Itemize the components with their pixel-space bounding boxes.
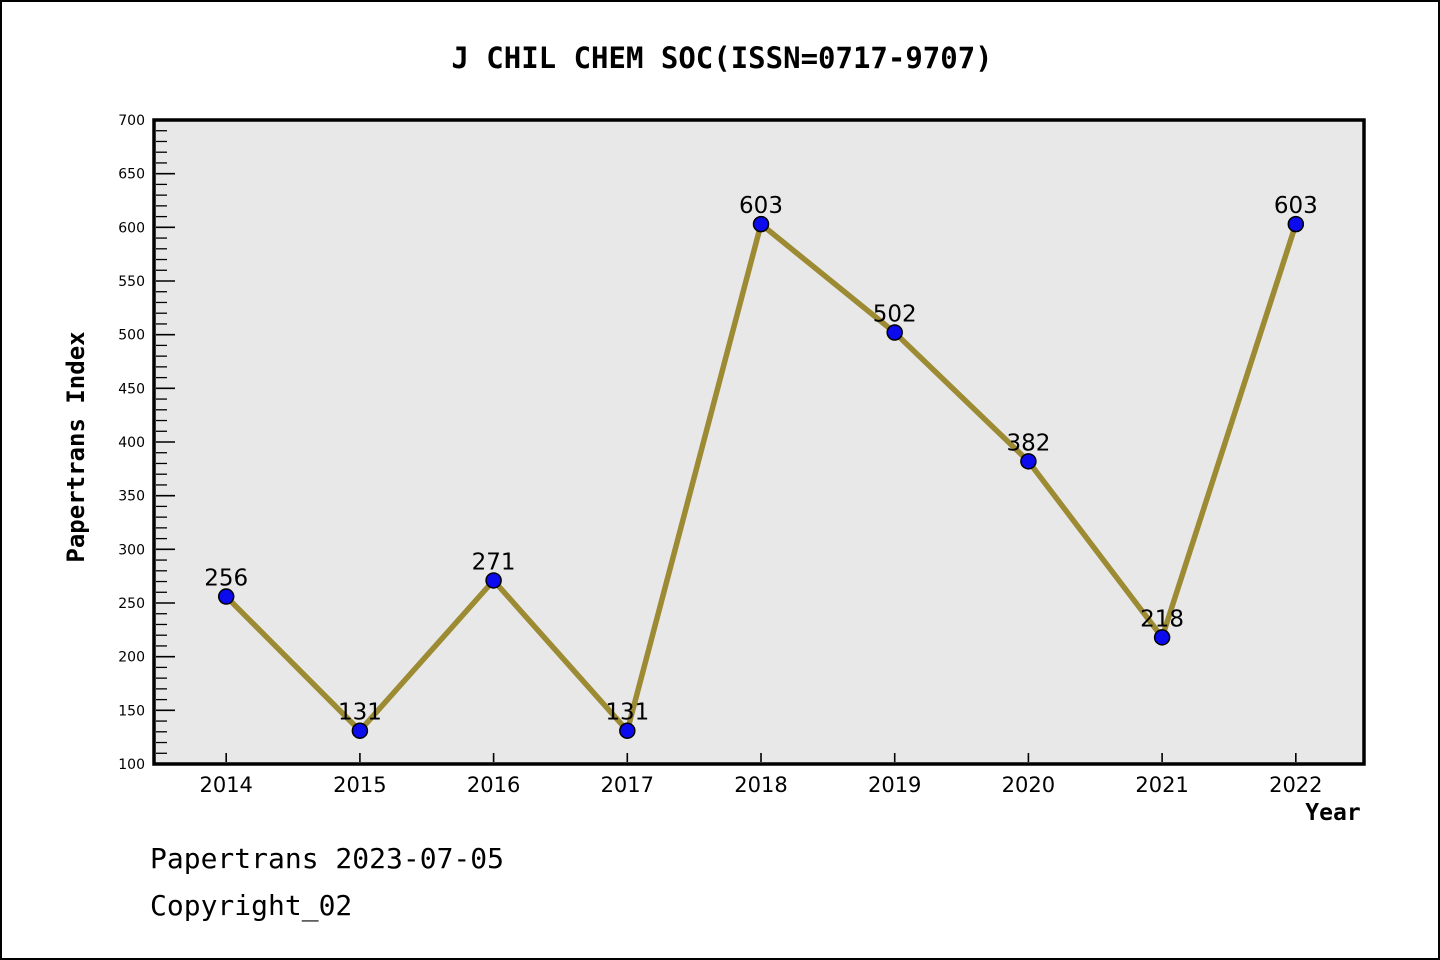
data-point-label: 382 xyxy=(1006,430,1050,456)
data-point-marker xyxy=(351,722,369,739)
data-point-marker xyxy=(485,572,502,589)
y-axis-label: Papertrans Index xyxy=(62,331,90,563)
x-axis-label: Year xyxy=(1305,800,1361,826)
data-point-marker xyxy=(619,722,636,739)
data-point-label: 603 xyxy=(1274,193,1318,219)
footer-source: Papertrans 2023-07-05 xyxy=(150,842,505,875)
x-tick-label: 2022 xyxy=(1269,773,1322,797)
y-tick-label: 700 xyxy=(118,113,145,129)
y-tick-label: 450 xyxy=(118,381,145,397)
x-tick-label: 2018 xyxy=(734,773,787,797)
data-point-marker xyxy=(1020,453,1037,470)
data-point-marker xyxy=(1153,629,1171,646)
data-point-marker xyxy=(217,588,235,605)
data-point-label: 256 xyxy=(204,566,248,592)
data-point-label: 502 xyxy=(873,302,917,328)
data-point-label: 603 xyxy=(739,193,783,219)
x-tick-label: 2015 xyxy=(333,773,386,797)
x-tick-label: 2020 xyxy=(1002,773,1055,797)
y-tick-label: 500 xyxy=(118,328,145,344)
data-point-label: 271 xyxy=(472,549,516,575)
y-tick-label: 400 xyxy=(118,435,145,451)
data-point-label: 131 xyxy=(338,700,382,726)
y-tick-label: 650 xyxy=(118,167,145,183)
footer-copyright: Copyright_02 xyxy=(150,889,353,922)
y-tick-label: 300 xyxy=(118,542,145,558)
x-tick-label: 2021 xyxy=(1135,773,1188,797)
x-tick-label: 2016 xyxy=(467,773,520,797)
data-point-marker xyxy=(752,215,770,233)
data-point-label: 131 xyxy=(605,700,649,726)
plot-border xyxy=(152,118,1366,766)
x-tick-label: 2014 xyxy=(199,773,252,797)
y-tick-label: 550 xyxy=(118,274,145,290)
y-tick-label: 100 xyxy=(118,757,145,773)
y-tick-label: 250 xyxy=(118,596,145,612)
data-point-marker xyxy=(1287,215,1305,233)
x-tick-label: 2019 xyxy=(868,773,921,797)
y-tick-label: 600 xyxy=(118,220,145,236)
chart-title: J CHIL CHEM SOC(ISSN=0717-9707) xyxy=(451,41,993,75)
data-point-label: 218 xyxy=(1140,606,1184,632)
y-tick-label: 350 xyxy=(118,489,145,505)
data-point-marker xyxy=(886,324,903,341)
y-tick-label: 200 xyxy=(118,650,145,666)
y-tick-label: 150 xyxy=(118,703,145,719)
x-tick-label: 2017 xyxy=(601,773,654,797)
